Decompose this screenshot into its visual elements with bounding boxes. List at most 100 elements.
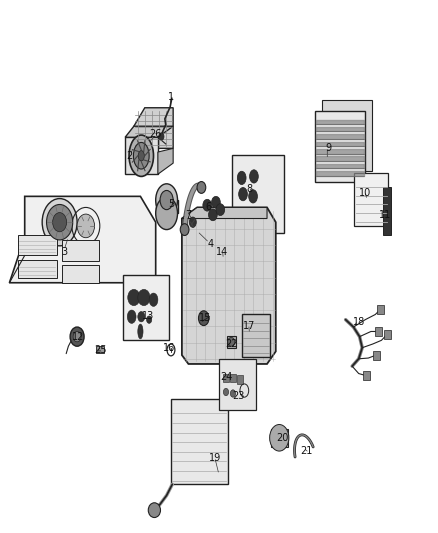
Ellipse shape <box>138 324 143 339</box>
Bar <box>18 235 57 255</box>
Polygon shape <box>316 164 364 168</box>
Text: 23: 23 <box>233 391 245 401</box>
Bar <box>375 327 382 336</box>
Polygon shape <box>134 108 173 148</box>
Ellipse shape <box>208 209 217 221</box>
Text: 26: 26 <box>149 128 162 139</box>
Text: 2: 2 <box>127 151 133 161</box>
Text: 21: 21 <box>300 446 312 456</box>
Ellipse shape <box>53 213 67 232</box>
Bar <box>271 429 288 447</box>
Polygon shape <box>316 127 364 131</box>
Text: 18: 18 <box>353 317 365 327</box>
Text: 25: 25 <box>94 345 106 355</box>
Bar <box>219 359 256 410</box>
Ellipse shape <box>42 199 77 246</box>
Ellipse shape <box>250 170 258 183</box>
Text: 3: 3 <box>61 247 67 257</box>
Ellipse shape <box>77 214 95 238</box>
Text: 9: 9 <box>325 143 331 154</box>
Ellipse shape <box>46 205 73 240</box>
Ellipse shape <box>212 196 220 208</box>
Bar <box>354 173 389 226</box>
Ellipse shape <box>147 316 152 324</box>
Polygon shape <box>10 196 155 282</box>
Polygon shape <box>125 138 158 174</box>
Polygon shape <box>182 207 267 219</box>
Ellipse shape <box>198 311 209 326</box>
Ellipse shape <box>216 204 225 215</box>
Ellipse shape <box>197 182 206 193</box>
Bar <box>62 240 99 261</box>
Ellipse shape <box>230 390 236 397</box>
Ellipse shape <box>127 310 136 324</box>
Bar <box>171 399 228 484</box>
Text: 8: 8 <box>247 184 253 194</box>
Ellipse shape <box>160 190 173 209</box>
Bar <box>123 276 169 341</box>
Bar <box>242 314 270 357</box>
Text: 17: 17 <box>244 320 256 330</box>
Text: 12: 12 <box>72 332 85 342</box>
Text: 15: 15 <box>199 313 211 323</box>
Text: 4: 4 <box>207 239 213 249</box>
Bar <box>377 305 384 314</box>
Bar <box>373 351 380 360</box>
Text: 10: 10 <box>359 188 371 198</box>
Ellipse shape <box>270 424 289 451</box>
Polygon shape <box>125 126 173 138</box>
Ellipse shape <box>138 151 145 161</box>
Text: ≡: ≡ <box>97 348 101 353</box>
Bar <box>363 372 370 380</box>
Bar <box>230 374 236 382</box>
Text: 20: 20 <box>276 433 289 443</box>
Ellipse shape <box>70 327 84 346</box>
Text: 22: 22 <box>225 339 237 349</box>
Polygon shape <box>316 149 364 154</box>
Polygon shape <box>316 171 364 176</box>
Text: 5: 5 <box>168 199 174 209</box>
Ellipse shape <box>149 293 158 306</box>
Polygon shape <box>316 157 364 161</box>
Bar <box>232 155 285 232</box>
Ellipse shape <box>128 289 140 305</box>
Ellipse shape <box>138 289 150 305</box>
Ellipse shape <box>228 337 235 346</box>
Bar <box>62 265 99 282</box>
Polygon shape <box>316 119 364 124</box>
Ellipse shape <box>155 197 177 230</box>
Ellipse shape <box>237 171 246 184</box>
Text: 13: 13 <box>142 311 154 321</box>
Bar <box>96 345 104 353</box>
Polygon shape <box>182 207 276 364</box>
Text: 6: 6 <box>205 203 211 213</box>
Ellipse shape <box>203 199 212 211</box>
Ellipse shape <box>223 389 229 395</box>
Ellipse shape <box>138 312 145 322</box>
Text: 11: 11 <box>379 210 391 220</box>
Ellipse shape <box>155 184 177 216</box>
Ellipse shape <box>148 503 160 518</box>
Bar <box>315 111 365 182</box>
Bar <box>321 100 372 171</box>
Ellipse shape <box>239 188 247 201</box>
Text: 24: 24 <box>221 372 233 382</box>
Text: 14: 14 <box>216 247 229 257</box>
Ellipse shape <box>189 217 196 228</box>
Ellipse shape <box>159 133 164 140</box>
Ellipse shape <box>134 142 149 169</box>
Text: 16: 16 <box>162 343 175 353</box>
Bar <box>18 260 57 278</box>
Ellipse shape <box>180 224 189 236</box>
Bar <box>237 375 243 384</box>
Text: 7: 7 <box>185 210 191 220</box>
Bar <box>384 330 391 339</box>
Polygon shape <box>316 142 364 146</box>
Ellipse shape <box>73 332 81 342</box>
Bar <box>223 374 229 382</box>
Polygon shape <box>316 134 364 139</box>
Bar <box>383 188 391 236</box>
Text: 1: 1 <box>168 92 174 102</box>
Ellipse shape <box>129 135 153 176</box>
Ellipse shape <box>249 190 258 203</box>
